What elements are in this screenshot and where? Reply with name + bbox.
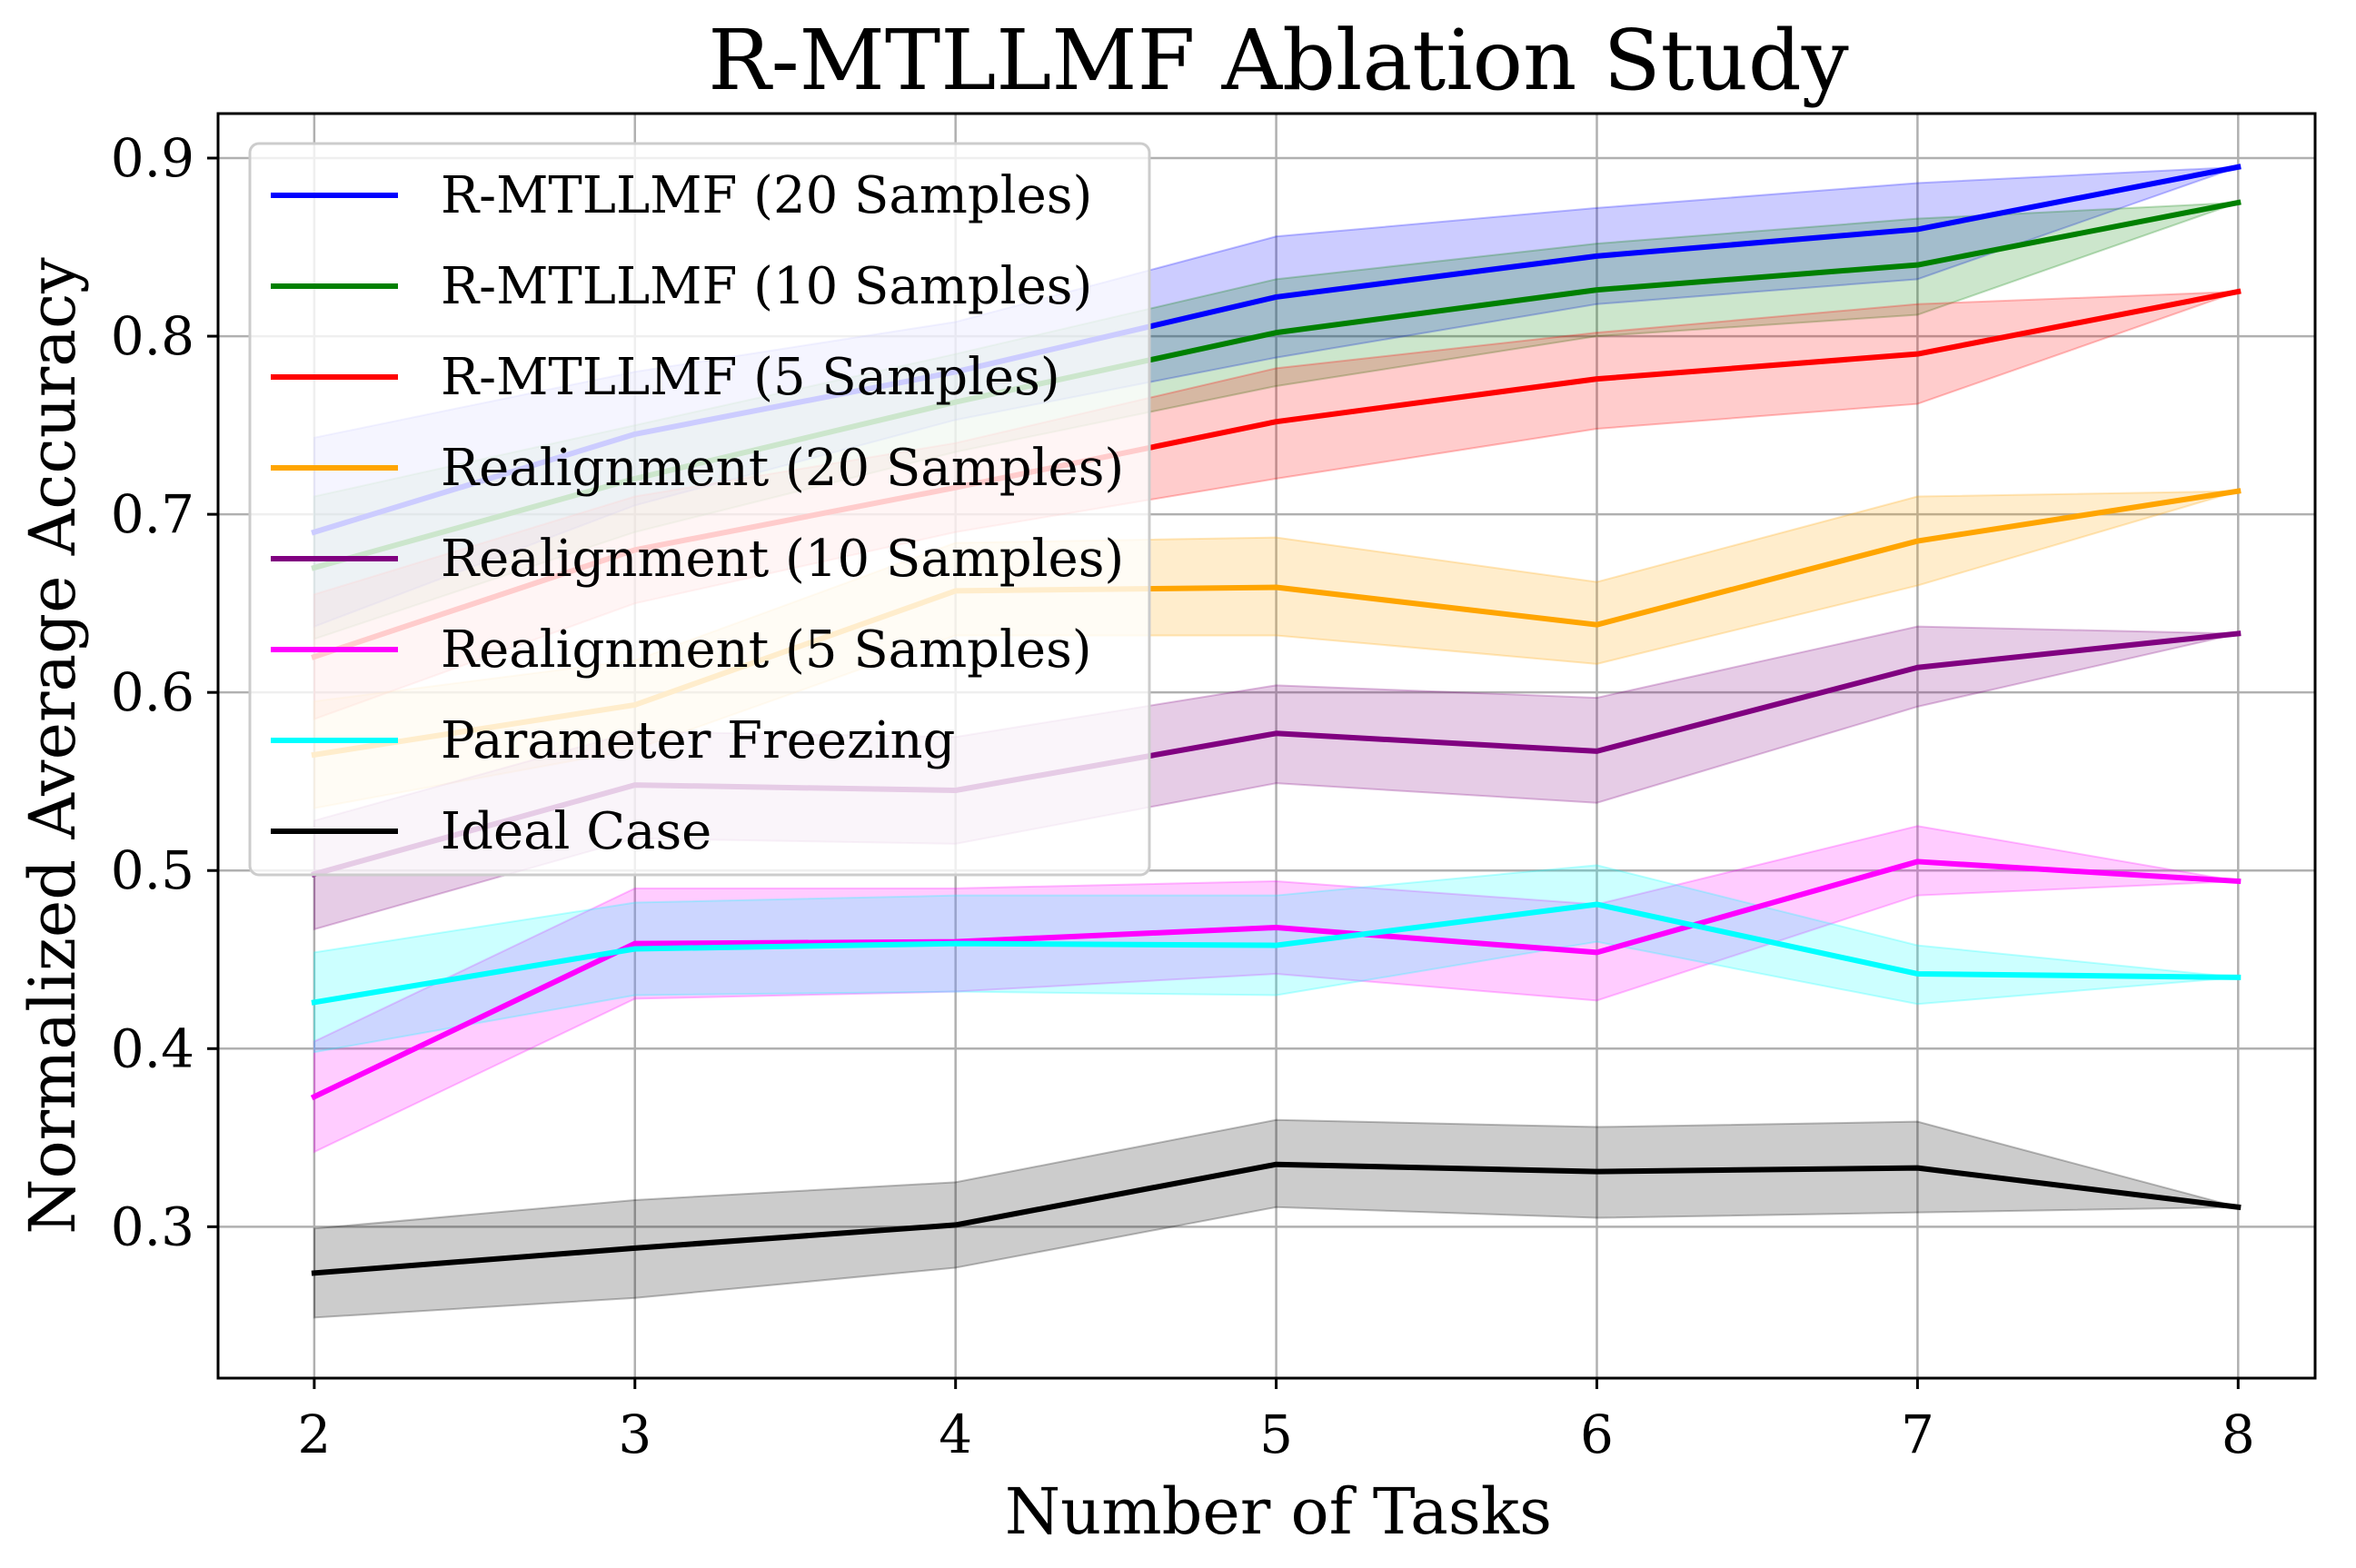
y-tick-label: 0.5 [111,839,194,901]
y-tick-label: 0.9 [111,127,194,189]
legend: R-MTLLMF (20 Samples) R-MTLLMF (10 Sample… [248,142,1151,877]
legend-label: Realignment (5 Samples) [441,620,1092,680]
y-tick-label: 0.3 [111,1196,194,1257]
x-axis-label: Number of Tasks [1005,1474,1552,1549]
x-tick-label: 4 [939,1404,972,1465]
legend-item-ideal-case: Ideal Case [271,802,711,861]
legend-item-parameter-freezing: Parameter Freezing [271,711,955,770]
plot-frame [216,112,2317,1380]
series-line-parameter-freezing [311,901,2242,1006]
legend-label: R-MTLLMF (20 Samples) [441,166,1092,225]
x-tick-label: 6 [1580,1404,1614,1465]
x-tick-label: 5 [1259,1404,1293,1465]
legend-label: Ideal Case [441,802,711,861]
x-tick-label: 3 [618,1404,651,1465]
chart-title: R-MTLLMF Ablation Study [708,12,1848,109]
y-tick-label: 0.7 [111,483,194,545]
y-tick-label: 0.6 [111,661,194,723]
legend-label: Parameter Freezing [441,711,955,770]
series-line-ideal-case [311,1161,2242,1276]
legend-item-realignment-10-samples: Realignment (10 Samples) [271,530,1124,589]
legend-item-realignment-5-samples: Realignment (5 Samples) [271,620,1092,680]
legend-item-r-mtllmf-5-samples: R-MTLLMF (5 Samples) [271,348,1060,407]
y-tick-label: 0.4 [111,1017,194,1079]
x-tick-label: 8 [2222,1404,2255,1465]
band-parameter-freezing [313,864,2239,1054]
y-axis-ticks: 0.3 0.4 0.5 0.6 0.7 0.8 0.9 [111,127,218,1257]
legend-label: R-MTLLMF (10 Samples) [441,257,1092,316]
y-axis-label: Normalized Average Accuracy [15,257,90,1235]
legend-item-r-mtllmf-20-samples: R-MTLLMF (20 Samples) [271,166,1092,225]
x-axis-ticks: 2 3 4 5 6 7 8 [297,1378,2255,1465]
x-tick-label: 2 [297,1404,331,1465]
y-tick-label: 0.8 [111,305,194,367]
legend-label: Realignment (20 Samples) [441,439,1124,498]
legend-label: R-MTLLMF (5 Samples) [441,348,1060,407]
legend-box [248,142,1151,877]
legend-item-r-mtllmf-10-samples: R-MTLLMF (10 Samples) [271,257,1092,316]
legend-item-realignment-20-samples: Realignment (20 Samples) [271,439,1124,498]
series-line-realignment-5-samples [310,858,2242,1101]
x-tick-label: 7 [1901,1404,1934,1465]
legend-label: Realignment (10 Samples) [441,530,1124,589]
